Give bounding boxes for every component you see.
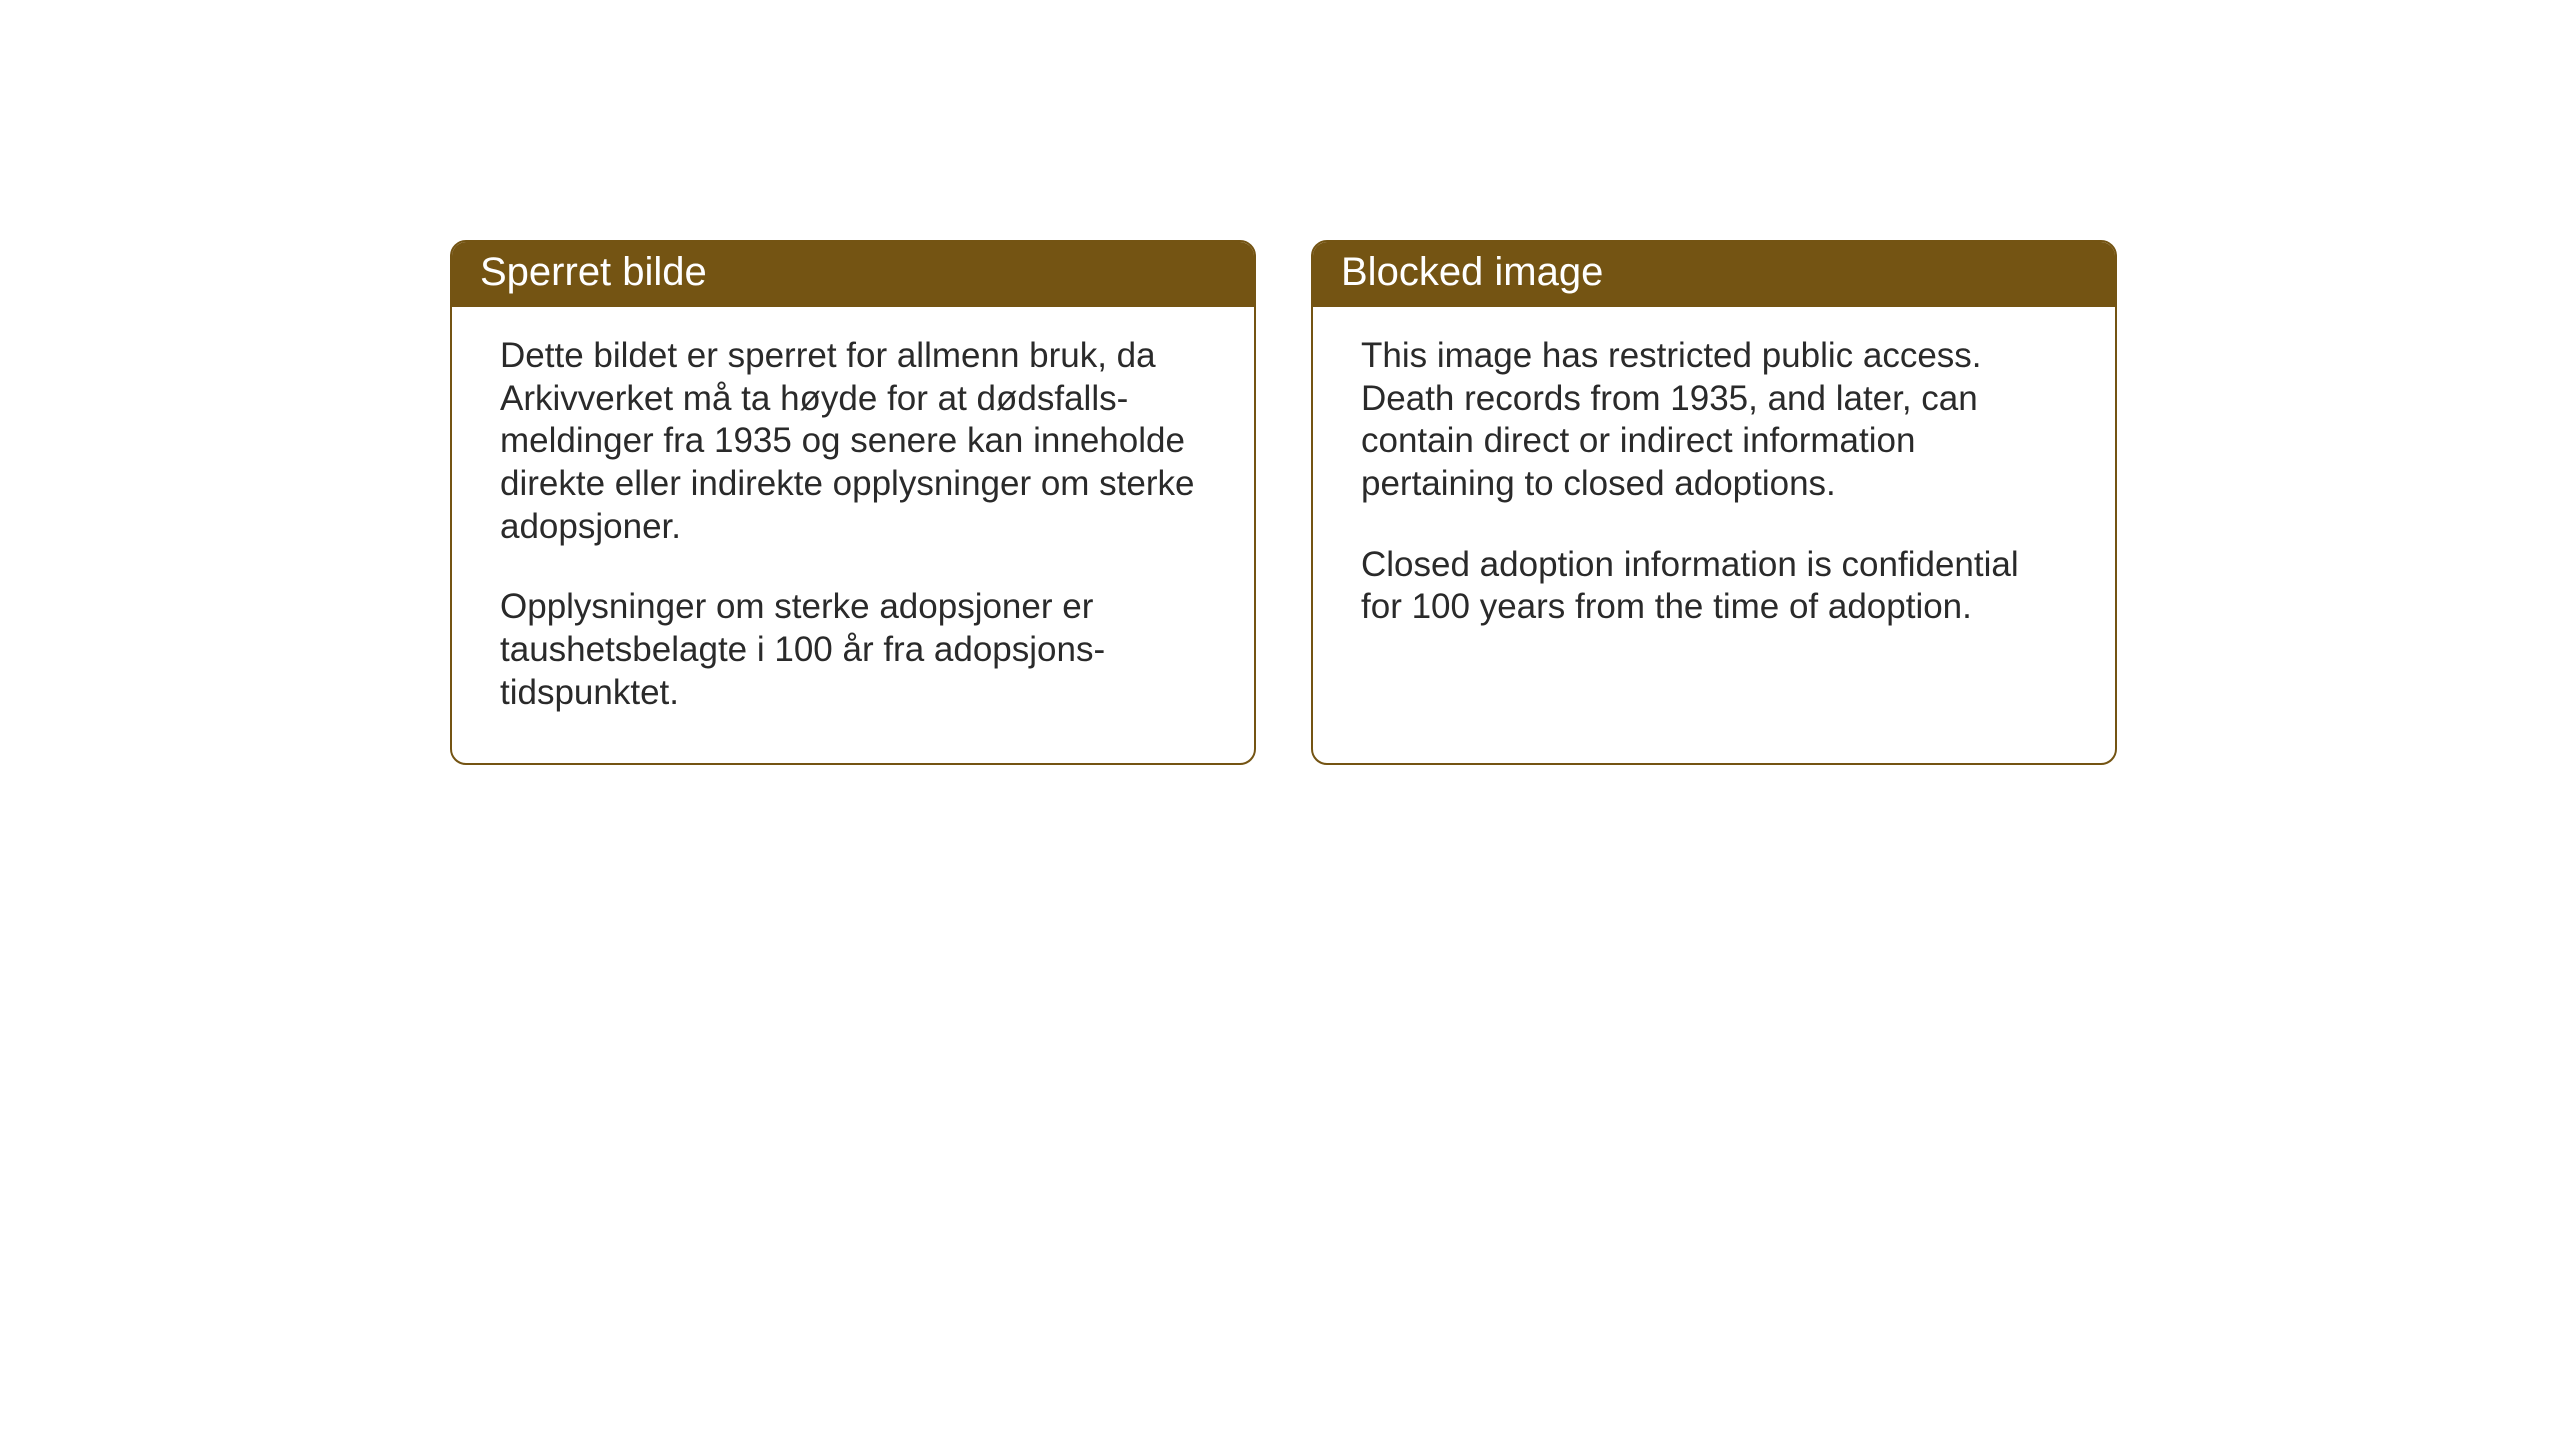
info-card-english: Blocked image This image has restricted … bbox=[1311, 240, 2117, 765]
card-header-english: Blocked image bbox=[1313, 242, 2115, 307]
card-body-norwegian: Dette bildet er sperret for allmenn bruk… bbox=[452, 307, 1254, 763]
card-paragraph-norwegian-2: Opplysninger om sterke adopsjoner er tau… bbox=[500, 586, 1206, 714]
card-header-norwegian: Sperret bilde bbox=[452, 242, 1254, 307]
info-card-norwegian: Sperret bilde Dette bildet er sperret fo… bbox=[450, 240, 1256, 765]
card-title-norwegian: Sperret bilde bbox=[480, 250, 707, 294]
card-paragraph-english-1: This image has restricted public access.… bbox=[1361, 335, 2067, 506]
card-body-english: This image has restricted public access.… bbox=[1313, 307, 2115, 747]
card-paragraph-norwegian-1: Dette bildet er sperret for allmenn bruk… bbox=[500, 335, 1206, 548]
cards-container: Sperret bilde Dette bildet er sperret fo… bbox=[450, 240, 2117, 765]
card-title-english: Blocked image bbox=[1341, 250, 1603, 294]
card-paragraph-english-2: Closed adoption information is confident… bbox=[1361, 544, 2067, 629]
